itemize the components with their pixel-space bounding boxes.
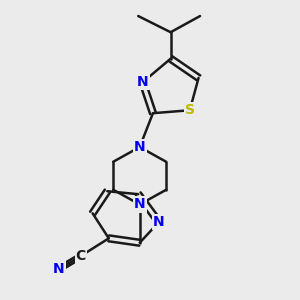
Text: N: N <box>134 197 146 212</box>
Text: S: S <box>185 103 195 117</box>
Text: N: N <box>53 262 64 276</box>
Text: N: N <box>153 215 165 229</box>
Text: N: N <box>137 75 148 89</box>
Text: N: N <box>134 140 146 154</box>
Text: C: C <box>76 249 86 263</box>
